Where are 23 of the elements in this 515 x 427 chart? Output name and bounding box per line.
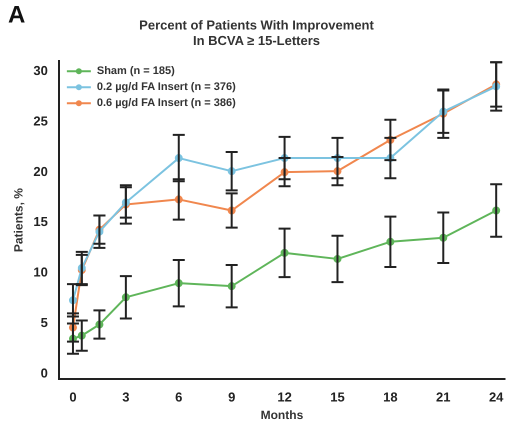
legend-label: Sham (n = 185) <box>96 65 176 78</box>
y-tick-label: 20 <box>33 164 48 179</box>
x-tick-label: 21 <box>436 389 451 404</box>
x-tick-label: 6 <box>175 389 182 404</box>
y-tick-label: 25 <box>33 113 48 128</box>
x-tick-label: 0 <box>69 389 77 404</box>
y-tick-label: 15 <box>33 214 48 230</box>
x-tick-label: 18 <box>383 389 398 404</box>
y-tick-label: 0 <box>40 366 48 381</box>
y-axis-title: Patients, % <box>12 188 26 252</box>
x-tick-label: 3 <box>122 389 130 404</box>
legend-label: 0.6 µg/d FA Insert (n = 386) <box>96 97 236 110</box>
x-tick-label: 24 <box>488 389 504 404</box>
x-axis-title: Months <box>260 408 304 422</box>
chart-title: Percent of Patients With Improvement In BCVA ≥ 15-Letters <box>139 17 374 48</box>
x-tick-label: 12 <box>277 389 292 404</box>
y-tick-label: 10 <box>33 264 48 280</box>
y-tick-label: 30 <box>33 62 48 78</box>
text: A <box>8 2 26 29</box>
x-tick-label: 15 <box>330 389 345 404</box>
x-tick-label: 9 <box>228 389 236 404</box>
legend-label: 0.2 µg/d FA Insert (n = 376) <box>96 81 236 94</box>
y-tick-label: 5 <box>40 315 48 330</box>
